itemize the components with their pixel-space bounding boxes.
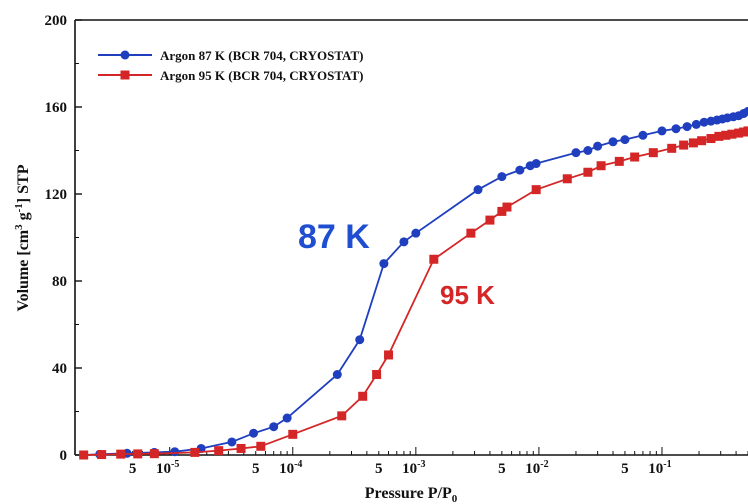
data-point-circle xyxy=(249,428,259,438)
x-tick-label-five: 5 xyxy=(375,461,383,477)
data-point-square xyxy=(583,167,593,177)
data-point-circle xyxy=(608,137,618,147)
series-line-0 xyxy=(83,110,748,456)
y-tick-label: 160 xyxy=(45,100,68,116)
y-tick-label: 200 xyxy=(45,13,68,29)
data-point-circle xyxy=(571,148,581,158)
data-point-square xyxy=(667,143,677,153)
legend-entry-87k: Argon 87 K (BCR 704, CRYOSTAT) xyxy=(98,48,363,63)
data-point-square xyxy=(614,156,624,166)
data-point-square xyxy=(648,148,658,158)
data-point-square xyxy=(133,449,143,459)
data-point-circle xyxy=(682,122,692,132)
data-point-circle xyxy=(657,126,667,136)
data-point-square xyxy=(372,370,382,380)
data-point-square xyxy=(497,206,507,216)
y-axis-title: Volume [cm3 g-1] STP xyxy=(13,164,32,311)
data-point-square xyxy=(256,441,266,451)
data-point-circle xyxy=(638,130,648,140)
data-point-square xyxy=(734,128,744,138)
legend: Argon 87 K (BCR 704, CRYOSTAT) Argon 95 … xyxy=(98,48,363,83)
data-point-circle xyxy=(691,119,701,129)
legend-marker-95k xyxy=(120,70,130,80)
data-point-square xyxy=(236,443,246,453)
data-point-circle xyxy=(227,437,237,447)
x-tick-label-decade: 10-2 xyxy=(525,459,548,477)
data-point-square xyxy=(743,126,748,136)
data-point-circle xyxy=(593,141,603,151)
data-point-circle xyxy=(355,335,365,345)
data-point-square xyxy=(97,450,107,460)
y-tick-label: 120 xyxy=(45,187,68,203)
series-line-1 xyxy=(83,130,748,456)
data-point-circle xyxy=(531,159,541,169)
data-point-square xyxy=(688,138,698,148)
data-point-square xyxy=(214,446,224,456)
x-tick-label-decade: 10-1 xyxy=(648,459,671,477)
y-tick-label: 40 xyxy=(52,361,67,377)
x-tick-label-decade: 10-4 xyxy=(279,459,302,477)
data-point-square xyxy=(697,136,707,146)
data-point-square xyxy=(596,161,606,171)
data-point-circle xyxy=(699,117,709,127)
y-ticks: 0 40 80 120 160 200 xyxy=(45,13,82,464)
x-tick-label-five: 5 xyxy=(621,461,629,477)
legend-label-87k: Argon 87 K (BCR 704, CRYOSTAT) xyxy=(160,48,363,63)
data-point-square xyxy=(429,254,439,264)
data-point-circle xyxy=(411,228,421,238)
data-point-square xyxy=(79,450,89,460)
data-point-square xyxy=(531,185,541,195)
annotation-87k: 87 K xyxy=(298,218,370,256)
x-tick-label-five: 5 xyxy=(498,461,506,477)
x-axis-title: Pressure P/P0 xyxy=(365,485,458,504)
legend-label-95k: Argon 95 K (BCR 704, CRYOSTAT) xyxy=(160,68,363,83)
data-point-square xyxy=(714,131,724,141)
data-point-circle xyxy=(743,106,748,116)
y-tick-label: 0 xyxy=(60,448,68,464)
data-point-circle xyxy=(379,259,389,269)
data-point-square xyxy=(706,134,716,144)
data-point-square xyxy=(485,215,495,225)
data-point-square xyxy=(116,449,126,459)
data-point-circle xyxy=(399,237,409,247)
y-tick-label: 80 xyxy=(52,274,67,290)
annotation-95k: 95 K xyxy=(440,280,495,310)
data-point-circle xyxy=(515,165,525,175)
x-tick-label-five: 5 xyxy=(252,461,260,477)
data-point-circle xyxy=(170,447,180,457)
data-point-circle xyxy=(282,413,292,423)
data-point-circle xyxy=(583,146,593,155)
data-point-circle xyxy=(332,370,342,380)
data-point-square xyxy=(502,202,512,212)
data-point-square xyxy=(288,429,298,439)
x-tick-label-decade: 10-5 xyxy=(156,459,179,477)
data-point-circle xyxy=(671,124,681,134)
legend-marker-87k xyxy=(120,50,130,60)
data-point-square xyxy=(384,350,394,360)
data-point-square xyxy=(149,449,159,459)
x-tick-label-five: 5 xyxy=(129,461,137,477)
series-layer xyxy=(79,106,748,460)
data-point-circle xyxy=(473,185,483,195)
data-point-square xyxy=(466,228,476,238)
data-point-square xyxy=(190,447,200,457)
data-point-square xyxy=(679,140,689,150)
data-point-circle xyxy=(620,135,630,145)
data-point-circle xyxy=(269,422,279,432)
data-point-square xyxy=(562,174,572,184)
data-point-square xyxy=(630,152,640,162)
data-point-square xyxy=(727,129,737,139)
data-point-square xyxy=(721,130,731,140)
x-tick-label-decade: 10-3 xyxy=(402,459,425,477)
x-ticks: 5 10-5 5 10-4 5 10-3 5 10-2 5 10-1 xyxy=(83,447,748,477)
legend-entry-95k: Argon 95 K (BCR 704, CRYOSTAT) xyxy=(98,68,363,83)
data-point-square xyxy=(337,411,347,421)
data-point-square xyxy=(358,391,368,401)
data-point-circle xyxy=(497,172,507,182)
